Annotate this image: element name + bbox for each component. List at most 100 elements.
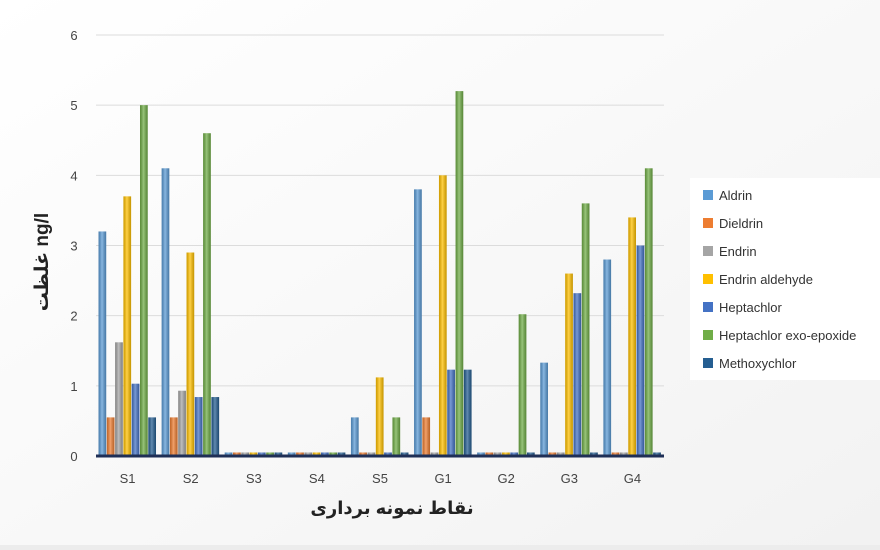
x-axis-title: نقاط نمونه برداری [310, 498, 473, 519]
legend: Aldrin Dieldrin Endrin Endrin aldehyde Hepta… [690, 178, 880, 380]
bar-shading [463, 369, 472, 456]
bar-shading [573, 293, 582, 456]
bar-shading [287, 452, 296, 456]
x-tick-label: G4 [624, 471, 641, 486]
bar-shading [581, 203, 590, 456]
bar-shading [329, 452, 338, 456]
bar-shading [384, 452, 392, 456]
bar-shading [438, 175, 447, 457]
bar-shading [375, 377, 384, 456]
legend-label: Aldrin [719, 188, 752, 203]
bar-shading [304, 452, 313, 456]
bar-shading [644, 168, 653, 457]
x-tick-label: G1 [434, 471, 451, 486]
bar-shading [115, 342, 123, 456]
legend-label: Endrin [719, 244, 757, 259]
legend-label: Endrin aldehyde [719, 272, 813, 287]
bar-shading [556, 452, 565, 456]
y-tick-label: 4 [70, 168, 77, 183]
legend-box [690, 178, 880, 380]
bar-shading [392, 417, 401, 456]
bar-shading [249, 452, 258, 456]
bar-shading [123, 196, 132, 456]
bar-shading [455, 91, 464, 456]
bar-shading [312, 452, 321, 456]
bar-shading [203, 133, 211, 456]
y-axis-ticks: 0 1 2 3 4 5 6 [70, 28, 77, 464]
bar-shading [359, 452, 367, 456]
x-tick-label: S3 [246, 471, 262, 486]
legend-swatch [703, 218, 713, 228]
bar-shading [148, 417, 157, 456]
bar-shading [140, 105, 148, 457]
bar-shading [233, 452, 241, 456]
legend-label: Dieldrin [719, 216, 763, 231]
x-tick-label: S1 [120, 471, 136, 486]
bar-shading [414, 189, 422, 456]
legend-swatch [703, 302, 713, 312]
x-tick-label: S5 [372, 471, 388, 486]
bar-shading [161, 168, 170, 457]
bar-shading [224, 452, 233, 456]
bar-shading [186, 252, 195, 456]
bar-shading [447, 369, 455, 456]
bar-shading [636, 245, 645, 456]
bar-shading [131, 383, 140, 456]
x-tick-label: S2 [183, 471, 199, 486]
bar-shading [337, 452, 346, 456]
y-axis-title: غلظت ng/l [32, 213, 53, 311]
legend-swatch [703, 330, 713, 340]
legend-swatch [703, 190, 713, 200]
bar-shading [590, 452, 598, 456]
bar-shading [266, 452, 274, 456]
bar-shading [510, 452, 519, 456]
bar-shading [400, 452, 409, 456]
legend-swatch [703, 274, 713, 284]
y-tick-label: 5 [70, 98, 77, 113]
bar-shading [241, 452, 250, 456]
bar-shading [296, 452, 304, 456]
legend-label: Heptachlor [719, 300, 783, 315]
bar-shading [367, 452, 376, 456]
bar-shading [611, 452, 620, 456]
x-tick-label: G2 [498, 471, 515, 486]
bar-shading [274, 452, 283, 456]
bar-shading [169, 417, 178, 456]
bar-shading [98, 231, 107, 456]
x-tick-label: G3 [561, 471, 578, 486]
y-tick-label: 1 [70, 379, 77, 394]
bar-shading [493, 452, 502, 456]
bar-shading [106, 417, 115, 456]
legend-swatch [703, 246, 713, 256]
bar-shading [603, 259, 612, 456]
legend-swatch [703, 358, 713, 368]
bar-shading [321, 452, 329, 456]
y-tick-label: 3 [70, 239, 77, 254]
bar-shading [628, 217, 636, 456]
y-tick-label: 6 [70, 28, 77, 43]
bar-shading [350, 417, 359, 456]
bar-shading [502, 452, 510, 456]
bar-shading [653, 452, 661, 456]
bar-shading [211, 397, 220, 456]
legend-label: Methoxychlor [719, 356, 797, 371]
bar-shading [430, 452, 439, 456]
bar-shading [178, 390, 186, 456]
bar-shading [565, 273, 573, 456]
bar-shading [194, 397, 203, 456]
bar-shading [485, 452, 494, 456]
bar-shading [422, 417, 431, 456]
bar-shading [477, 452, 485, 456]
y-tick-label: 0 [70, 449, 77, 464]
bar-shading [257, 452, 266, 456]
x-tick-label: S4 [309, 471, 325, 486]
y-tick-label: 2 [70, 309, 77, 324]
bar-shading [548, 452, 557, 456]
bars [98, 91, 661, 457]
legend-label: Heptachlor exo-epoxide [719, 328, 856, 343]
bar-shading [540, 362, 548, 456]
bar-shading [619, 452, 628, 456]
bar-shading [526, 452, 535, 456]
